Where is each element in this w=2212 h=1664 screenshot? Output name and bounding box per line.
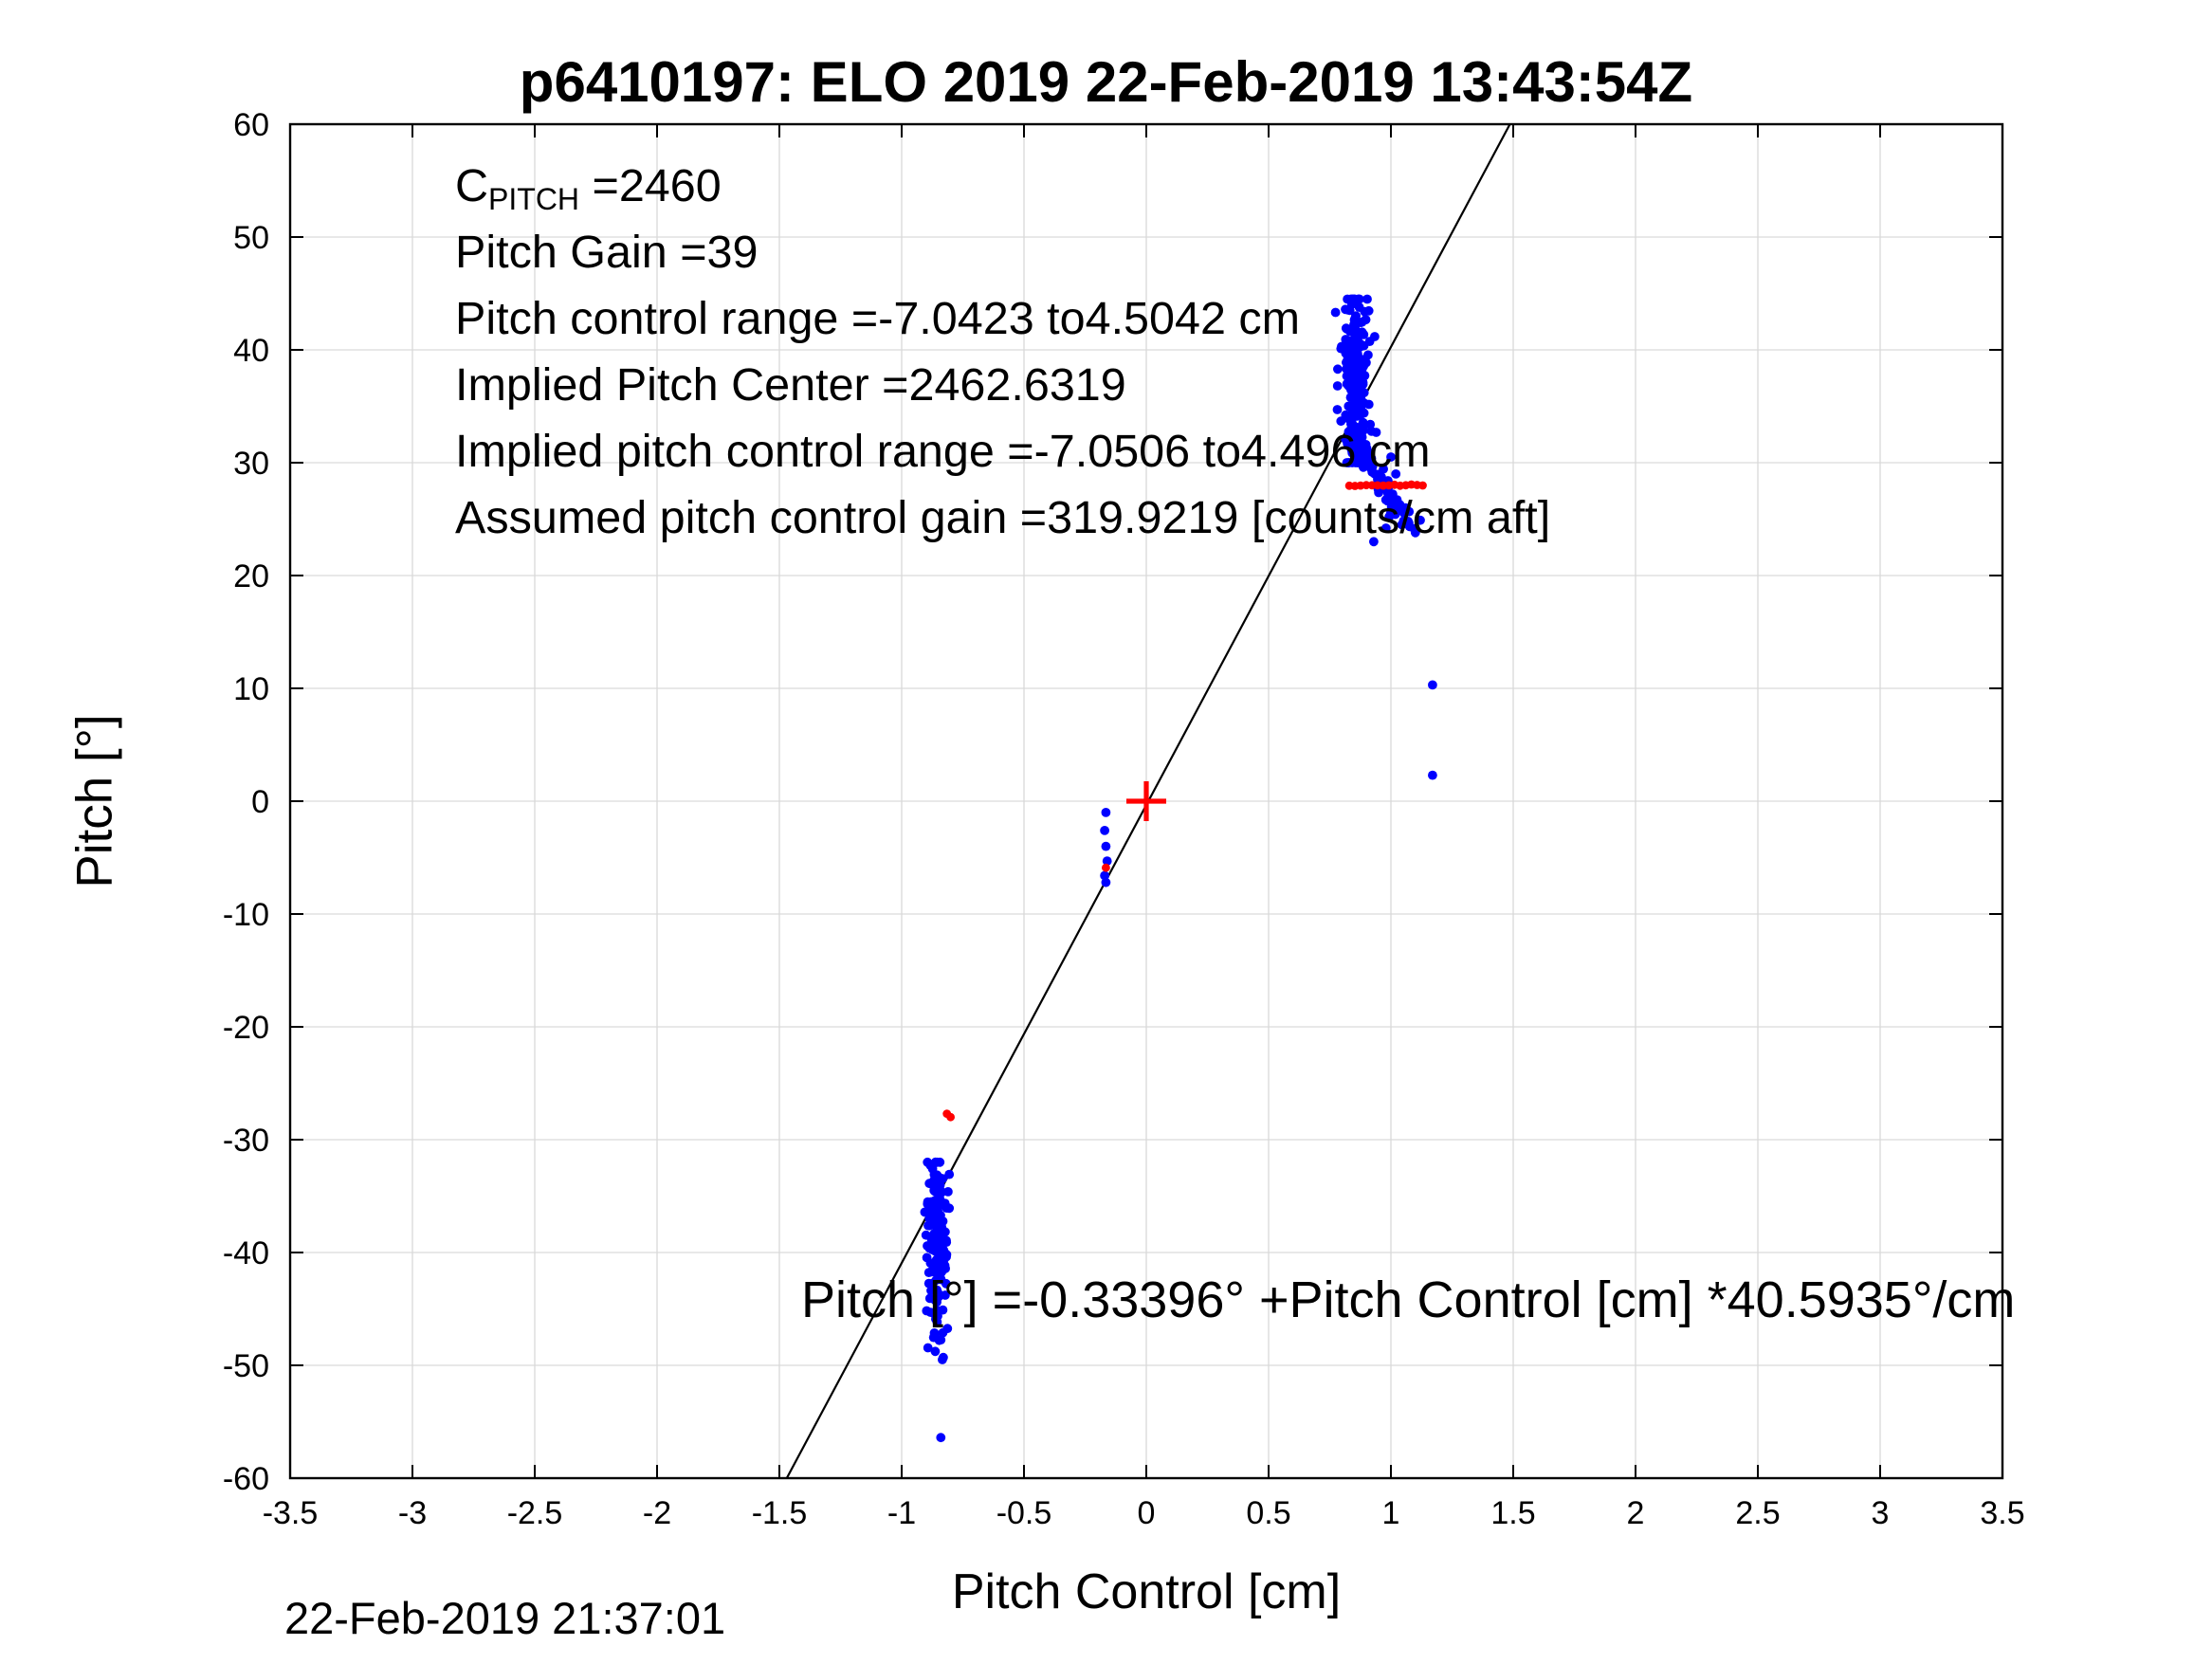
svg-text:-60: -60 (223, 1461, 269, 1497)
svg-text:30: 30 (233, 446, 269, 482)
svg-text:50: 50 (233, 220, 269, 256)
svg-text:-50: -50 (223, 1348, 269, 1384)
svg-text:0: 0 (251, 784, 269, 820)
svg-text:-40: -40 (223, 1235, 269, 1271)
svg-text:-0.5: -0.5 (996, 1495, 1052, 1531)
svg-text:-10: -10 (223, 897, 269, 933)
svg-text:0.5: 0.5 (1246, 1495, 1290, 1531)
svg-text:10: 10 (233, 671, 269, 707)
svg-text:1.5: 1.5 (1490, 1495, 1535, 1531)
svg-text:3.5: 3.5 (1980, 1495, 2024, 1531)
svg-text:-1.5: -1.5 (752, 1495, 808, 1531)
svg-text:0: 0 (1138, 1495, 1156, 1531)
svg-text:40: 40 (233, 333, 269, 369)
svg-text:20: 20 (233, 558, 269, 594)
svg-text:-30: -30 (223, 1123, 269, 1159)
svg-text:2: 2 (1627, 1495, 1645, 1531)
svg-text:-20: -20 (223, 1010, 269, 1046)
svg-text:1: 1 (1382, 1495, 1400, 1531)
svg-text:-2: -2 (643, 1495, 671, 1531)
svg-text:-2.5: -2.5 (507, 1495, 563, 1531)
svg-text:-3.5: -3.5 (263, 1495, 319, 1531)
svg-text:3: 3 (1872, 1495, 1890, 1531)
svg-text:2.5: 2.5 (1735, 1495, 1780, 1531)
svg-text:-1: -1 (887, 1495, 916, 1531)
svg-text:-3: -3 (398, 1495, 427, 1531)
